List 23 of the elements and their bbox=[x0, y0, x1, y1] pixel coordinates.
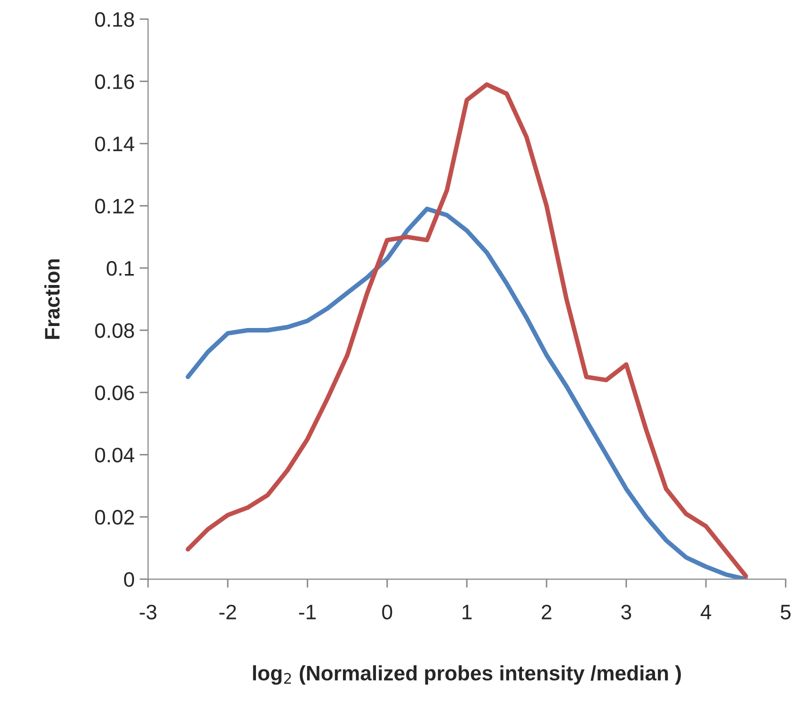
y-tick-label: 0.16 bbox=[95, 74, 134, 90]
y-tick-label: 0.06 bbox=[95, 385, 134, 400]
x-tick-label: -1 bbox=[299, 604, 316, 620]
x-tick-label: 2 bbox=[542, 604, 552, 620]
x-axis-title: log$_{2}$ (Normalized probes intensity /median ) bbox=[253, 665, 681, 685]
y-axis-title: Fraction bbox=[44, 259, 60, 339]
x-tick-label: -3 bbox=[140, 604, 156, 620]
y-tick-label: 0.1 bbox=[106, 261, 134, 276]
line-series bbox=[186, 82, 748, 578]
x-tick-label: 0 bbox=[382, 604, 392, 620]
y-tick-label: 0.18 bbox=[95, 12, 134, 27]
y-tick-label: 0.02 bbox=[95, 510, 134, 525]
y-tick-label: 0.14 bbox=[95, 136, 134, 152]
y-tick-label: 0.12 bbox=[95, 198, 134, 214]
line-series bbox=[186, 206, 748, 580]
x-tick-label: 1 bbox=[462, 604, 472, 620]
x-tick-label: 5 bbox=[780, 604, 791, 620]
x-tick-label: -2 bbox=[219, 604, 236, 620]
x-tick-label: 3 bbox=[621, 604, 632, 620]
y-tick-label: 0.08 bbox=[95, 323, 134, 338]
y-tick-label: 0 bbox=[124, 572, 134, 587]
x-tick-label: 4 bbox=[700, 604, 712, 620]
y-tick-label: 0.04 bbox=[95, 448, 134, 462]
